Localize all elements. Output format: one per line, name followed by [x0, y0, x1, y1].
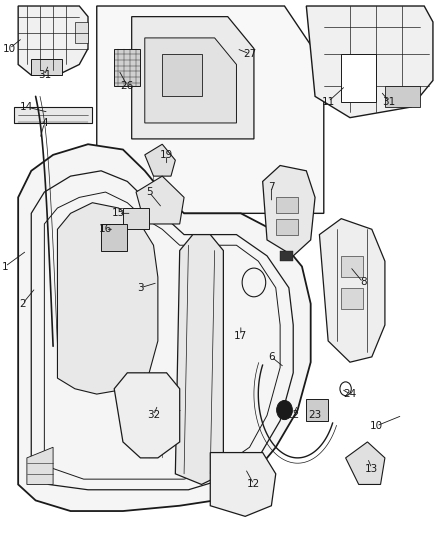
Polygon shape	[341, 288, 363, 309]
Polygon shape	[14, 107, 92, 123]
Text: 31: 31	[38, 70, 51, 80]
Text: 2: 2	[19, 298, 26, 309]
Polygon shape	[276, 197, 297, 213]
Circle shape	[277, 400, 292, 419]
Polygon shape	[27, 447, 53, 484]
Text: 23: 23	[308, 410, 321, 421]
Polygon shape	[263, 165, 315, 256]
Polygon shape	[276, 219, 297, 235]
Text: 4: 4	[41, 118, 48, 128]
Polygon shape	[145, 38, 237, 123]
Text: 17: 17	[234, 330, 247, 341]
Polygon shape	[319, 219, 385, 362]
Text: 26: 26	[121, 81, 134, 91]
Text: 1: 1	[2, 262, 8, 271]
Text: 8: 8	[360, 278, 367, 287]
Polygon shape	[385, 86, 420, 107]
Polygon shape	[57, 203, 158, 394]
Polygon shape	[306, 399, 328, 421]
Text: 15: 15	[112, 208, 125, 219]
Text: 16: 16	[99, 224, 112, 235]
Polygon shape	[101, 224, 127, 251]
Polygon shape	[18, 144, 311, 511]
Polygon shape	[123, 208, 149, 229]
Polygon shape	[346, 442, 385, 484]
Text: 19: 19	[160, 150, 173, 160]
Text: 3: 3	[137, 283, 144, 293]
Text: 10: 10	[370, 421, 383, 431]
Polygon shape	[97, 6, 324, 213]
Polygon shape	[136, 176, 184, 224]
Polygon shape	[175, 235, 223, 484]
Text: 12: 12	[247, 480, 261, 489]
Polygon shape	[132, 17, 254, 139]
Text: 11: 11	[321, 96, 335, 107]
Polygon shape	[210, 453, 276, 516]
Polygon shape	[114, 49, 141, 86]
Text: 13: 13	[365, 464, 378, 473]
Polygon shape	[341, 54, 376, 102]
Text: 7: 7	[268, 182, 275, 192]
Text: 14: 14	[20, 102, 34, 112]
Text: 31: 31	[383, 96, 396, 107]
Text: 6: 6	[268, 352, 275, 362]
Text: 27: 27	[243, 49, 256, 59]
Text: 10: 10	[3, 44, 16, 53]
Polygon shape	[31, 59, 62, 75]
Polygon shape	[280, 251, 293, 261]
Polygon shape	[75, 22, 88, 43]
Polygon shape	[306, 6, 433, 118]
Polygon shape	[341, 256, 363, 277]
Polygon shape	[162, 54, 201, 96]
Polygon shape	[18, 6, 88, 75]
Text: 24: 24	[343, 389, 357, 399]
Text: 22: 22	[286, 410, 300, 421]
Text: 32: 32	[147, 410, 160, 421]
Polygon shape	[114, 373, 180, 458]
Text: 5: 5	[146, 187, 152, 197]
Polygon shape	[145, 144, 175, 176]
